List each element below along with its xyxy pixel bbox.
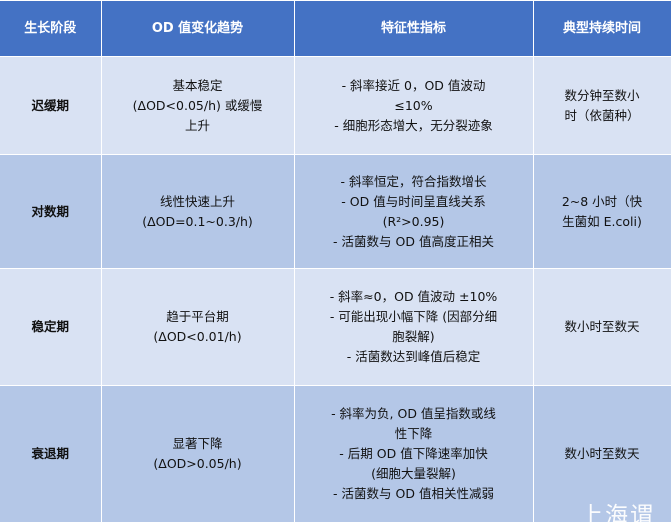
cell-text-line: 数分钟至数小 <box>564 87 640 103</box>
table-row: 衰退期 显著下降 (ΔOD>0.05/h) - 斜率为负, OD 值呈指数或线 性下降 -… <box>0 385 671 523</box>
indicators-cell: - 斜率为负, OD 值呈指数或线 性下降 - 后期 OD 值下降速率加快 (细胞大量… <box>293 385 534 523</box>
indicators-cell: - 斜率恒定，符合指数增长 - OD 值与时间呈直线关系 (R²>0.95) - 活菌… <box>293 154 534 269</box>
cell-text-line: - 细胞形态增大，无分裂迹象 <box>334 117 493 133</box>
header-stage: 生长阶段 <box>0 0 102 57</box>
cell-text-line: 基本稳定 <box>172 77 223 93</box>
cell-text-line: 数小时至数天 <box>564 319 640 334</box>
od-trend-cell: 趋于平台期 (ΔOD<0.01/h) <box>100 268 295 386</box>
cell-text-line: - 斜率接近 0，OD 值波动 <box>341 77 486 93</box>
duration-cell: 2~8 小时（快 生菌如 E.coli) <box>532 154 671 269</box>
cell-text-line: 胞裂解) <box>392 329 435 344</box>
cell-text-line: (R²>0.95) <box>382 213 445 229</box>
cell-text-line: 数小时至数天 <box>564 446 640 461</box>
header-indicators: 特征性指标 <box>293 0 534 57</box>
cell-text-line: - 斜率恒定，符合指数增长 <box>340 173 487 189</box>
table-row: 稳定期 趋于平台期 (ΔOD<0.01/h) - 斜率≈0，OD 值波动 ±10% - … <box>0 268 671 386</box>
cell-text-line: - 活菌数达到峰值后稳定 <box>346 349 481 364</box>
cell-text-line: (ΔOD=0.1~0.3/h) <box>142 213 253 229</box>
cell-text-line: - 后期 OD 值下降速率加快 <box>339 446 488 461</box>
header-duration: 典型持续时间 <box>532 0 671 57</box>
cell-text-line: 上升 <box>184 117 210 133</box>
cell-text-line: 趋于平台期 <box>166 309 229 324</box>
indicators-cell: - 斜率≈0，OD 值波动 ±10% - 可能出现小幅下降 (因部分细 胞裂解) - … <box>293 268 534 386</box>
od-trend-cell: 基本稳定 (ΔOD<0.05/h) 或缓慢 上升 <box>100 56 295 155</box>
cell-text-line: - 斜率≈0，OD 值波动 ±10% <box>329 289 498 304</box>
cell-text-line: (ΔOD<0.01/h) <box>153 329 242 344</box>
duration-cell: 数小时至数天 <box>532 268 671 386</box>
stage-cell: 对数期 <box>0 154 102 269</box>
cell-text-line: - 活菌数与 OD 值高度正相关 <box>333 233 494 249</box>
table-row: 迟缓期 基本稳定 (ΔOD<0.05/h) 或缓慢 上升 - 斜率接近 0，OD 值波动… <box>0 56 671 155</box>
cell-text-line: 生菌如 E.coli) <box>562 213 642 229</box>
stage-cell: 衰退期 <box>0 385 102 523</box>
cell-text-line: 对数期 <box>31 203 69 219</box>
cell-text-line: (细胞大量裂解) <box>371 466 456 481</box>
cell-text-line: 线性快速上升 <box>159 193 235 209</box>
cell-text-line: - 活菌数与 OD 值相关性减弱 <box>333 486 494 501</box>
duration-cell: 数小时至数天 <box>532 385 671 523</box>
stage-cell: 稳定期 <box>0 268 102 386</box>
indicators-cell: - 斜率接近 0，OD 值波动 ≤10% - 细胞形态增大，无分裂迹象 <box>293 56 534 155</box>
cell-text-line: (ΔOD>0.05/h) <box>153 456 242 471</box>
cell-text-line: 稳定期 <box>31 319 69 334</box>
cell-text-line: ≤10% <box>394 97 433 113</box>
duration-cell: 数分钟至数小 时（依菌种） <box>532 56 671 155</box>
cell-text-line: 衰退期 <box>31 446 69 461</box>
cell-text-line: 显著下降 <box>172 436 223 451</box>
header-row: 生长阶段 OD 值变化趋势 特征性指标 典型持续时间 <box>0 0 671 57</box>
header-od-trend: OD 值变化趋势 <box>100 0 295 57</box>
watermark: 上海谓 <box>580 503 655 529</box>
cell-text-line: - 斜率为负, OD 值呈指数或线 <box>331 406 496 421</box>
cell-text-line: 时（依菌种） <box>564 107 640 123</box>
cell-text-line: 性下降 <box>394 426 433 441</box>
table-row: 对数期 线性快速上升 (ΔOD=0.1~0.3/h) - 斜率恒定，符合指数增长 - O… <box>0 154 671 269</box>
stage-cell: 迟缓期 <box>0 56 102 155</box>
cell-text-line: (ΔOD<0.05/h) 或缓慢 <box>132 97 263 113</box>
cell-text-line: 迟缓期 <box>31 97 69 113</box>
cell-text-line: - 可能出现小幅下降 (因部分细 <box>329 309 498 324</box>
cell-text-line: 2~8 小时（快 <box>561 193 643 209</box>
od-trend-cell: 线性快速上升 (ΔOD=0.1~0.3/h) <box>100 154 295 269</box>
cell-text-line: - OD 值与时间呈直线关系 <box>341 193 486 209</box>
od-trend-cell: 显著下降 (ΔOD>0.05/h) <box>100 385 295 523</box>
